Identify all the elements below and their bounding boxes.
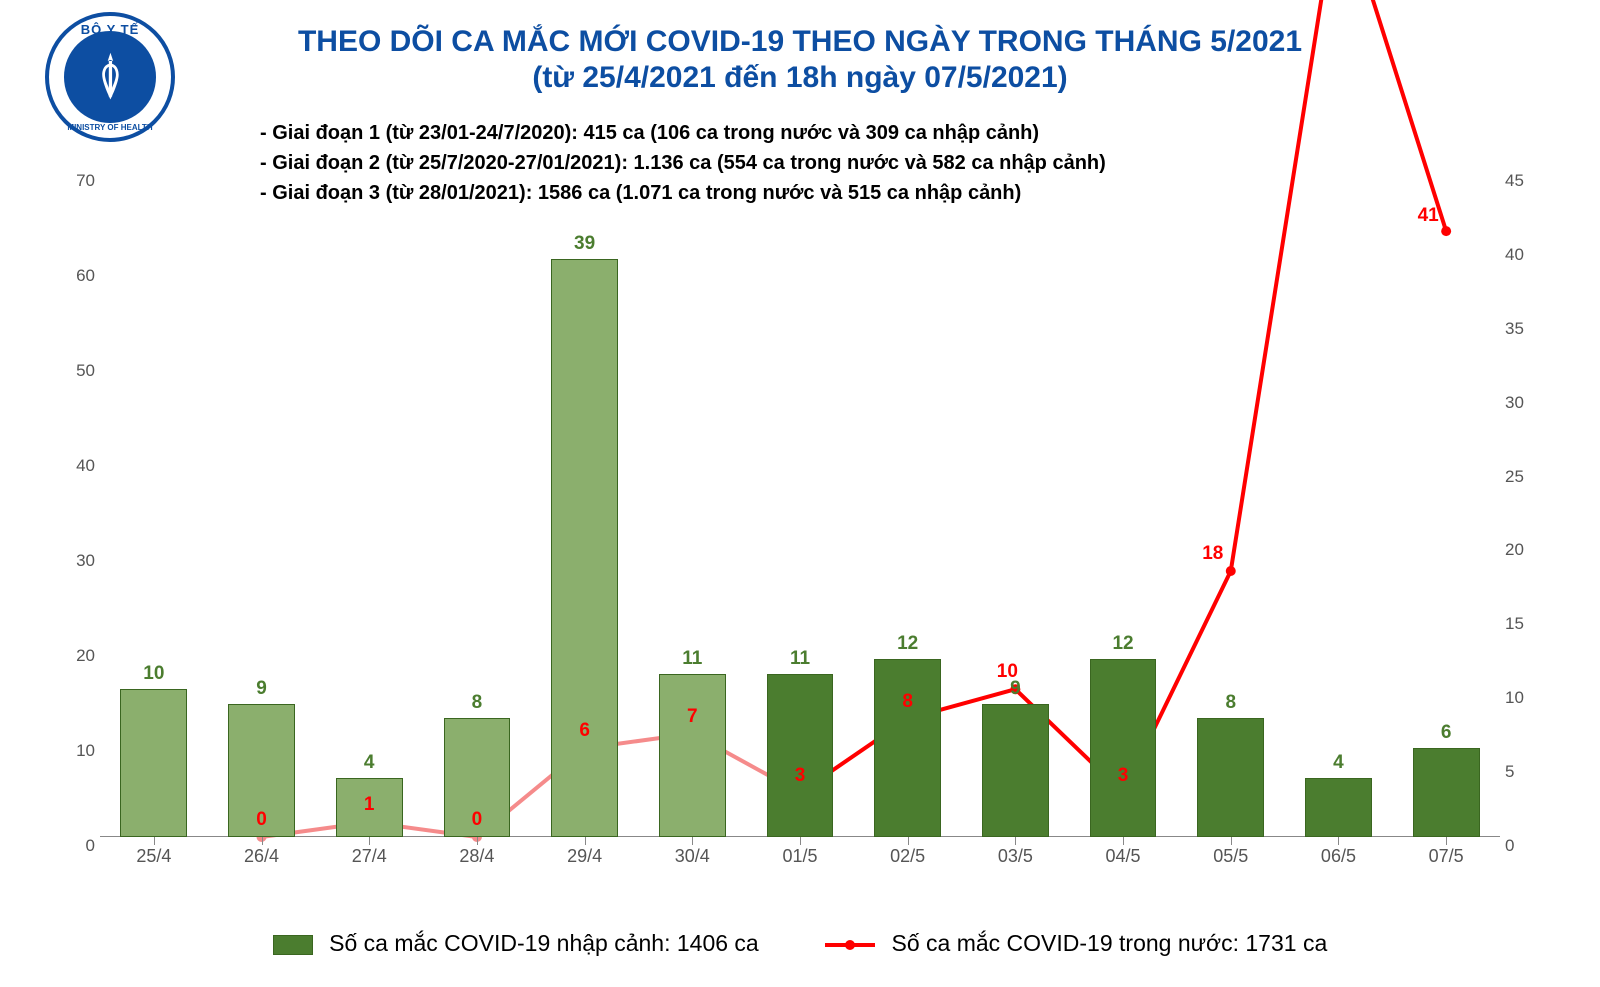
y-right-tick: 30 bbox=[1505, 393, 1545, 413]
x-category-label: 02/5 bbox=[890, 846, 925, 867]
bar-value-label: 8 bbox=[472, 692, 483, 714]
x-tick-mark bbox=[1338, 837, 1339, 845]
y-right-tick: 0 bbox=[1505, 836, 1545, 856]
y-right-tick: 40 bbox=[1505, 245, 1545, 265]
chart-area: 0102030405060700510152025303540451025/49… bbox=[78, 130, 1522, 867]
x-tick-mark bbox=[369, 837, 370, 845]
y-right-tick: 10 bbox=[1505, 688, 1545, 708]
line-value-label: 7 bbox=[687, 706, 698, 728]
legend-line-label: Số ca mắc COVID-19 trong nước: 1731 ca bbox=[892, 930, 1328, 956]
y-right-tick: 15 bbox=[1505, 614, 1545, 634]
ministry-logo: BỘ Y TẾ MINISTRY OF HEALTH bbox=[45, 12, 175, 142]
y-left-tick: 70 bbox=[55, 171, 95, 191]
x-category-label: 07/5 bbox=[1429, 846, 1464, 867]
legend-line-swatch bbox=[825, 943, 875, 947]
bar-value-label: 12 bbox=[1112, 633, 1133, 655]
x-tick-mark bbox=[1231, 837, 1232, 845]
legend: Số ca mắc COVID-19 nhập cảnh: 1406 ca Số… bbox=[0, 930, 1600, 957]
x-category-label: 25/4 bbox=[136, 846, 171, 867]
line-value-label: 41 bbox=[1418, 205, 1439, 227]
y-left-tick: 50 bbox=[55, 361, 95, 381]
bar bbox=[551, 259, 618, 837]
legend-bar-label: Số ca mắc COVID-19 nhập cảnh: 1406 ca bbox=[329, 930, 759, 956]
bar-value-label: 11 bbox=[790, 648, 810, 670]
x-tick-mark bbox=[908, 837, 909, 845]
y-right-tick: 45 bbox=[1505, 171, 1545, 191]
line-value-label: 1 bbox=[364, 794, 375, 816]
x-tick-mark bbox=[262, 837, 263, 845]
x-tick-mark bbox=[585, 837, 586, 845]
logo-emblem bbox=[64, 31, 156, 123]
line-value-label: 18 bbox=[1202, 543, 1223, 565]
line-value-label: 0 bbox=[256, 809, 267, 831]
x-category-label: 28/4 bbox=[459, 846, 494, 867]
y-left-tick: 20 bbox=[55, 646, 95, 666]
line-marker bbox=[1226, 566, 1236, 576]
x-tick-mark bbox=[477, 837, 478, 845]
x-category-label: 01/5 bbox=[782, 846, 817, 867]
bar-value-label: 12 bbox=[897, 633, 918, 655]
bar bbox=[1413, 748, 1480, 837]
bar-value-label: 4 bbox=[1333, 752, 1344, 774]
bar-value-label: 10 bbox=[143, 663, 164, 685]
bar-value-label: 39 bbox=[574, 233, 595, 255]
y-right-tick: 20 bbox=[1505, 540, 1545, 560]
x-category-label: 04/5 bbox=[1106, 846, 1141, 867]
line-value-label: 3 bbox=[795, 765, 806, 787]
y-left-tick: 60 bbox=[55, 266, 95, 286]
x-tick-mark bbox=[692, 837, 693, 845]
x-category-label: 06/5 bbox=[1321, 846, 1356, 867]
bar bbox=[1197, 718, 1264, 837]
x-category-label: 30/4 bbox=[675, 846, 710, 867]
x-category-label: 26/4 bbox=[244, 846, 279, 867]
x-category-label: 05/5 bbox=[1213, 846, 1248, 867]
x-tick-mark bbox=[1015, 837, 1016, 845]
x-tick-mark bbox=[1123, 837, 1124, 845]
line-value-label: 3 bbox=[1118, 765, 1129, 787]
bar bbox=[120, 689, 187, 837]
x-tick-mark bbox=[154, 837, 155, 845]
y-left-tick: 40 bbox=[55, 456, 95, 476]
chart-title-line2: (từ 25/4/2021 đến 18h ngày 07/5/2021) bbox=[30, 61, 1570, 95]
line-marker bbox=[1441, 226, 1451, 236]
x-category-label: 03/5 bbox=[998, 846, 1033, 867]
line-value-label: 6 bbox=[579, 720, 590, 742]
line-value-label: 0 bbox=[472, 809, 483, 831]
bar-value-label: 9 bbox=[256, 678, 267, 700]
bar bbox=[1090, 659, 1157, 837]
bar bbox=[767, 674, 834, 837]
bar bbox=[659, 674, 726, 837]
chart-container: BỘ Y TẾ MINISTRY OF HEALTH THEO DÕI CA M… bbox=[0, 0, 1600, 987]
bar bbox=[982, 704, 1049, 837]
bar bbox=[1305, 778, 1372, 837]
x-category-label: 27/4 bbox=[352, 846, 387, 867]
y-left-tick: 30 bbox=[55, 551, 95, 571]
y-right-tick: 25 bbox=[1505, 467, 1545, 487]
x-tick-mark bbox=[1446, 837, 1447, 845]
bar-value-label: 4 bbox=[364, 752, 375, 774]
title-block: THEO DÕI CA MẮC MỚI COVID-19 THEO NGÀY T… bbox=[30, 10, 1570, 95]
x-tick-mark bbox=[800, 837, 801, 845]
plot-region: 0102030405060700510152025303540451025/49… bbox=[100, 172, 1500, 837]
bar-value-label: 6 bbox=[1441, 722, 1452, 744]
y-left-tick: 0 bbox=[55, 836, 95, 856]
bar-value-label: 11 bbox=[682, 648, 702, 670]
chart-title-line1: THEO DÕI CA MẮC MỚI COVID-19 THEO NGÀY T… bbox=[30, 25, 1570, 59]
x-category-label: 29/4 bbox=[567, 846, 602, 867]
line-value-label: 8 bbox=[902, 691, 913, 713]
legend-bar-swatch bbox=[273, 935, 313, 955]
y-right-tick: 5 bbox=[1505, 762, 1545, 782]
line-value-label: 10 bbox=[997, 661, 1018, 683]
y-left-tick: 10 bbox=[55, 741, 95, 761]
y-right-tick: 35 bbox=[1505, 319, 1545, 339]
bar-value-label: 8 bbox=[1225, 692, 1236, 714]
bar bbox=[874, 659, 941, 837]
